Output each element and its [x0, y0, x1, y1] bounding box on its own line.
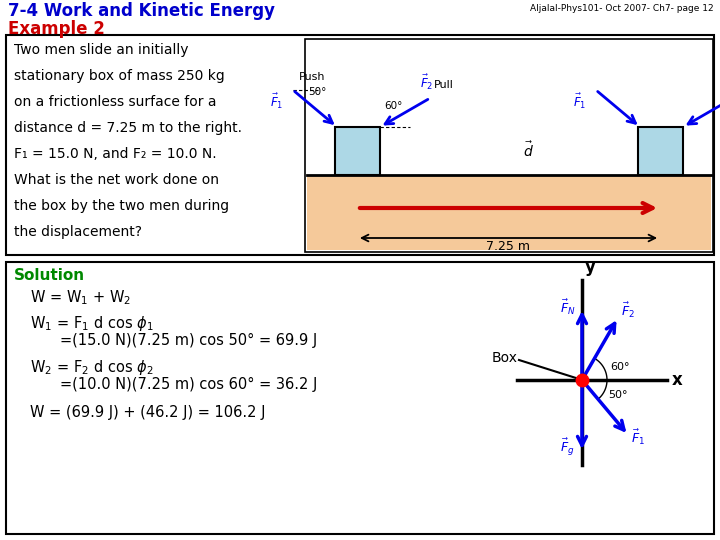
Text: on a frictionless surface for a: on a frictionless surface for a — [14, 95, 217, 109]
Text: 7.25 m: 7.25 m — [486, 240, 530, 253]
Text: $\vec{F}_2$: $\vec{F}_2$ — [420, 73, 433, 92]
Bar — [305, 39, 713, 252]
Bar — [335, 127, 380, 175]
Text: stationary box of mass 250 kg: stationary box of mass 250 kg — [14, 69, 225, 83]
Text: W$_1$ = F$_1$ d cos $\phi_1$: W$_1$ = F$_1$ d cos $\phi_1$ — [30, 314, 153, 333]
Text: Pull: Pull — [434, 80, 454, 90]
Text: $\vec{F}_g$: $\vec{F}_g$ — [560, 437, 575, 458]
Text: What is the net work done on: What is the net work done on — [14, 173, 219, 187]
Bar — [6, 35, 714, 255]
Text: the displacement?: the displacement? — [14, 225, 142, 239]
Text: =(10.0 N)(7.25 m) cos 60° = 36.2 J: =(10.0 N)(7.25 m) cos 60° = 36.2 J — [60, 377, 318, 392]
Text: $\vec{F}_1$: $\vec{F}_1$ — [631, 428, 645, 447]
Text: 7-4 Work and Kinetic Energy: 7-4 Work and Kinetic Energy — [8, 2, 275, 20]
Text: Two men slide an initially: Two men slide an initially — [14, 43, 189, 57]
Text: W = (69.9 J) + (46.2 J) = 106.2 J: W = (69.9 J) + (46.2 J) = 106.2 J — [30, 405, 266, 420]
Text: Solution: Solution — [14, 268, 85, 283]
Text: F₁ = 15.0 N, and F₂ = 10.0 N.: F₁ = 15.0 N, and F₂ = 10.0 N. — [14, 147, 217, 161]
Text: the box by the two men during: the box by the two men during — [14, 199, 229, 213]
Text: y: y — [585, 258, 596, 276]
Bar — [6, 262, 714, 534]
Text: Example 2: Example 2 — [8, 20, 105, 38]
Text: $\vec{F}_1$: $\vec{F}_1$ — [573, 92, 586, 111]
Text: Push: Push — [299, 72, 325, 82]
Text: distance d = 7.25 m to the right.: distance d = 7.25 m to the right. — [14, 121, 242, 135]
Bar — [638, 127, 683, 175]
Text: Box: Box — [492, 351, 518, 365]
Text: $\vec{d}$: $\vec{d}$ — [523, 140, 534, 160]
Text: 60°: 60° — [384, 101, 402, 111]
Text: 60°: 60° — [610, 362, 629, 372]
Bar — [307, 175, 711, 250]
Text: $\vec{F}_2$: $\vec{F}_2$ — [621, 300, 635, 320]
Text: Aljalal-Phys101- Oct 2007- Ch7- page 12: Aljalal-Phys101- Oct 2007- Ch7- page 12 — [531, 4, 714, 13]
Text: $\vec{F}_1$: $\vec{F}_1$ — [270, 92, 283, 111]
Text: x: x — [672, 371, 683, 389]
Text: =(15.0 N)(7.25 m) cos 50° = 69.9 J: =(15.0 N)(7.25 m) cos 50° = 69.9 J — [60, 333, 318, 348]
Text: 50°: 50° — [608, 390, 628, 400]
Text: W = W$_1$ + W$_2$: W = W$_1$ + W$_2$ — [30, 288, 131, 307]
Text: $\vec{F}_N$: $\vec{F}_N$ — [560, 298, 575, 317]
Text: W$_2$ = F$_2$ d cos $\phi_2$: W$_2$ = F$_2$ d cos $\phi_2$ — [30, 358, 153, 377]
Text: 50°: 50° — [309, 87, 327, 97]
